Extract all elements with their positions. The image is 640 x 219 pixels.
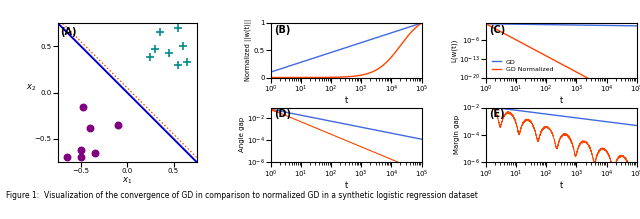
Point [76, 148, 86, 152]
Y-axis label: Normalized ||w(t)||: Normalized ||w(t)|| [245, 19, 252, 81]
Text: Figure 1:  Visualization of the convergence of GD in comparison to normalized GD: Figure 1: Visualization of the convergen… [6, 191, 478, 200]
Y-axis label: L(w(t)): L(w(t)) [451, 39, 458, 62]
Point [182, 60, 193, 64]
Point [173, 26, 183, 29]
Point [150, 47, 160, 51]
Y-axis label: $x_2$: $x_2$ [26, 82, 36, 93]
Point [178, 44, 188, 48]
Y-axis label: Margin gap: Margin gap [454, 115, 460, 154]
Point [62, 156, 72, 159]
X-axis label: t: t [560, 181, 563, 190]
Text: (C): (C) [489, 25, 505, 35]
Text: (B): (B) [274, 25, 290, 35]
Text: (A): (A) [60, 27, 77, 37]
X-axis label: t: t [560, 96, 563, 106]
X-axis label: t: t [344, 96, 348, 106]
Point [85, 126, 95, 129]
Point [145, 56, 156, 59]
Text: (E): (E) [489, 109, 504, 119]
Point [173, 63, 183, 67]
Point [113, 123, 123, 127]
X-axis label: t: t [344, 181, 348, 190]
Y-axis label: Angle gap: Angle gap [239, 117, 245, 152]
X-axis label: $x_1$: $x_1$ [122, 176, 132, 186]
Legend: GD, GD Normalized: GD, GD Normalized [489, 57, 556, 74]
Text: (D): (D) [274, 109, 291, 119]
Point [90, 151, 100, 155]
Point [164, 51, 174, 54]
Point [154, 30, 164, 34]
Point [77, 106, 88, 109]
Point [76, 156, 86, 159]
